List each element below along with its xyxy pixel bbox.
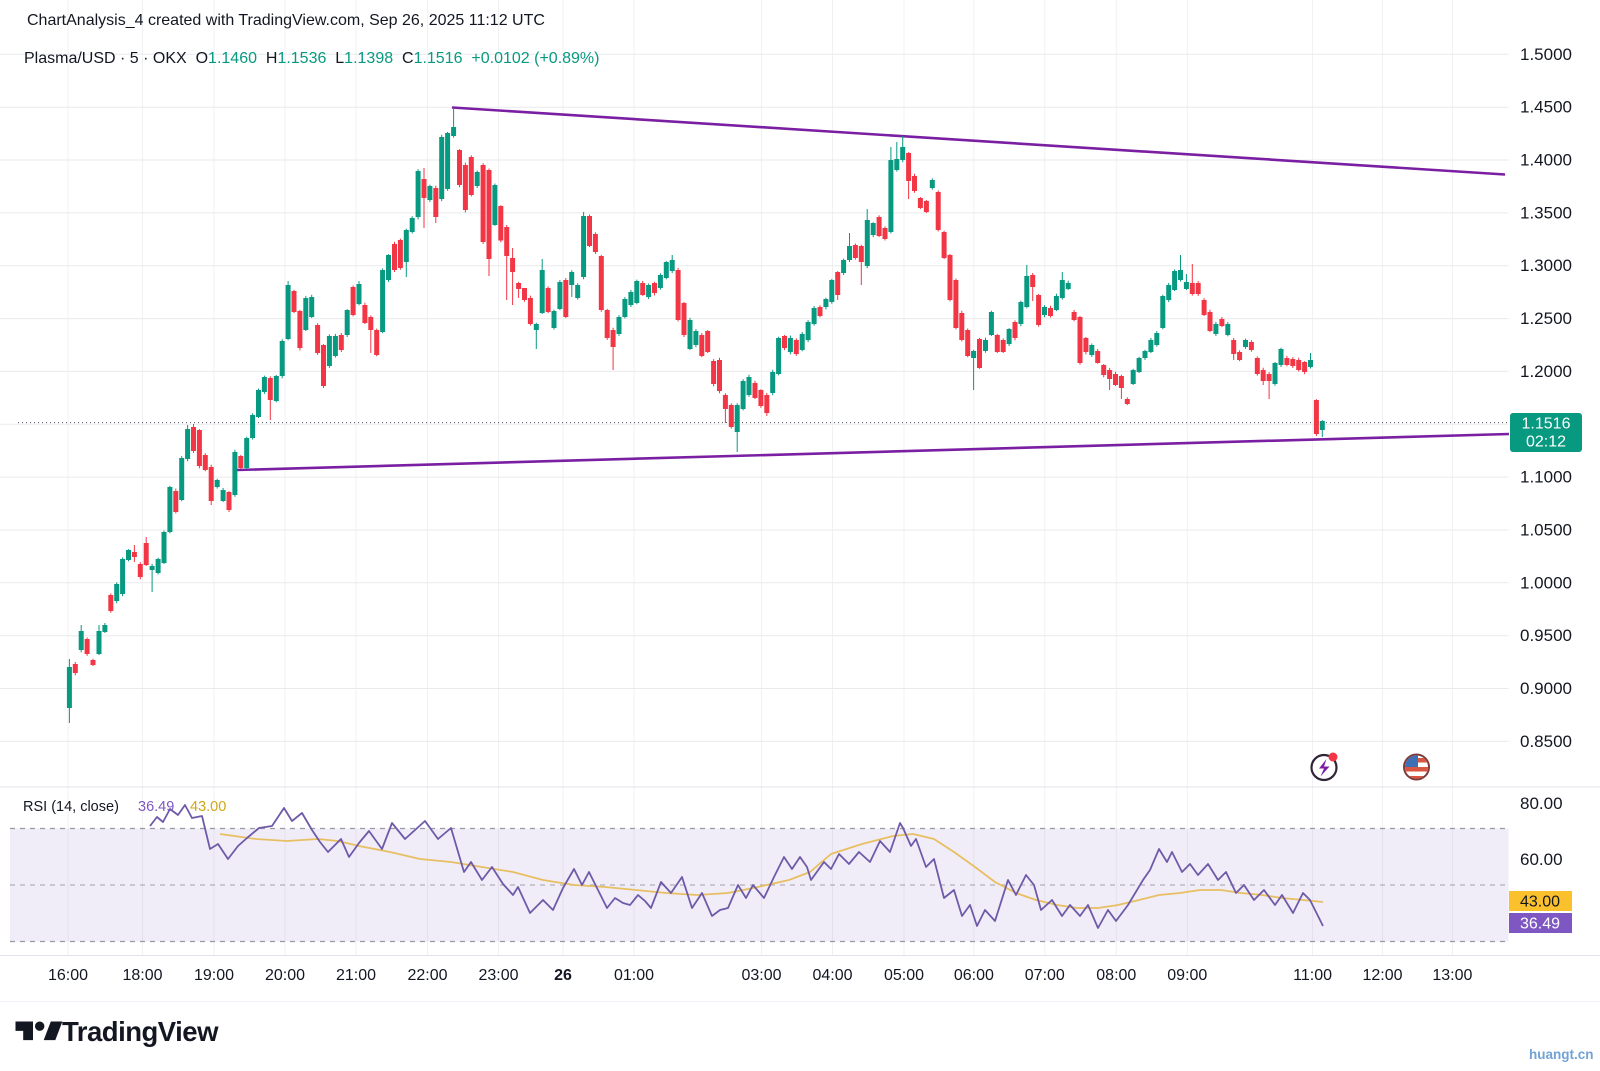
svg-text:13:00: 13:00 <box>1432 967 1472 984</box>
svg-text:05:00: 05:00 <box>884 967 924 984</box>
svg-text:1.4500: 1.4500 <box>1520 98 1572 117</box>
svg-text:01:00: 01:00 <box>614 967 654 984</box>
svg-text:43.00: 43.00 <box>190 799 226 815</box>
svg-text:ChartAnalysis_4 created with T: ChartAnalysis_4 created with TradingView… <box>27 12 545 29</box>
svg-text:80.00: 80.00 <box>1520 794 1563 813</box>
svg-text:TradingView: TradingView <box>62 1016 219 1047</box>
svg-text:19:00: 19:00 <box>194 967 234 984</box>
svg-text:Plasma/USD · 5 · OKX O1.1460: Plasma/USD · 5 · OKX O1.1460 H1.1536 L1.… <box>24 50 599 67</box>
svg-text:1.1516: 1.1516 <box>1522 416 1571 433</box>
svg-text:1.3500: 1.3500 <box>1520 203 1572 222</box>
svg-text:RSI (14, close): RSI (14, close) <box>23 799 119 815</box>
svg-text:0.9500: 0.9500 <box>1520 626 1572 645</box>
svg-text:1.3000: 1.3000 <box>1520 256 1572 275</box>
svg-text:18:00: 18:00 <box>122 967 162 984</box>
svg-text:60.00: 60.00 <box>1520 850 1563 869</box>
svg-text:26: 26 <box>554 967 572 984</box>
svg-text:0.9000: 0.9000 <box>1520 679 1572 698</box>
svg-text:02:12: 02:12 <box>1526 434 1566 451</box>
svg-text:22:00: 22:00 <box>407 967 447 984</box>
svg-text:21:00: 21:00 <box>336 967 376 984</box>
svg-text:12:00: 12:00 <box>1362 967 1402 984</box>
svg-text:20:00: 20:00 <box>265 967 305 984</box>
svg-text:04:00: 04:00 <box>812 967 852 984</box>
svg-text:16:00: 16:00 <box>48 967 88 984</box>
svg-text:11:00: 11:00 <box>1293 967 1332 984</box>
svg-text:1.1000: 1.1000 <box>1520 468 1572 487</box>
svg-text:07:00: 07:00 <box>1025 967 1065 984</box>
svg-text:09:00: 09:00 <box>1167 967 1207 984</box>
svg-text:36.49: 36.49 <box>138 799 174 815</box>
svg-text:03:00: 03:00 <box>741 967 781 984</box>
svg-text:1.2000: 1.2000 <box>1520 362 1572 381</box>
svg-text:23:00: 23:00 <box>478 967 518 984</box>
svg-text:43.00: 43.00 <box>1520 894 1560 911</box>
svg-text:06:00: 06:00 <box>954 967 994 984</box>
svg-text:0.8500: 0.8500 <box>1520 732 1572 751</box>
svg-text:1.4000: 1.4000 <box>1520 151 1572 170</box>
svg-text:1.0000: 1.0000 <box>1520 573 1572 592</box>
svg-text:08:00: 08:00 <box>1096 967 1136 984</box>
svg-text:1.5000: 1.5000 <box>1520 45 1572 64</box>
svg-text:1.2500: 1.2500 <box>1520 309 1572 328</box>
svg-text:huangt.cn: huangt.cn <box>1529 1047 1594 1062</box>
svg-text:36.49: 36.49 <box>1520 916 1560 933</box>
svg-text:1.0500: 1.0500 <box>1520 521 1572 540</box>
